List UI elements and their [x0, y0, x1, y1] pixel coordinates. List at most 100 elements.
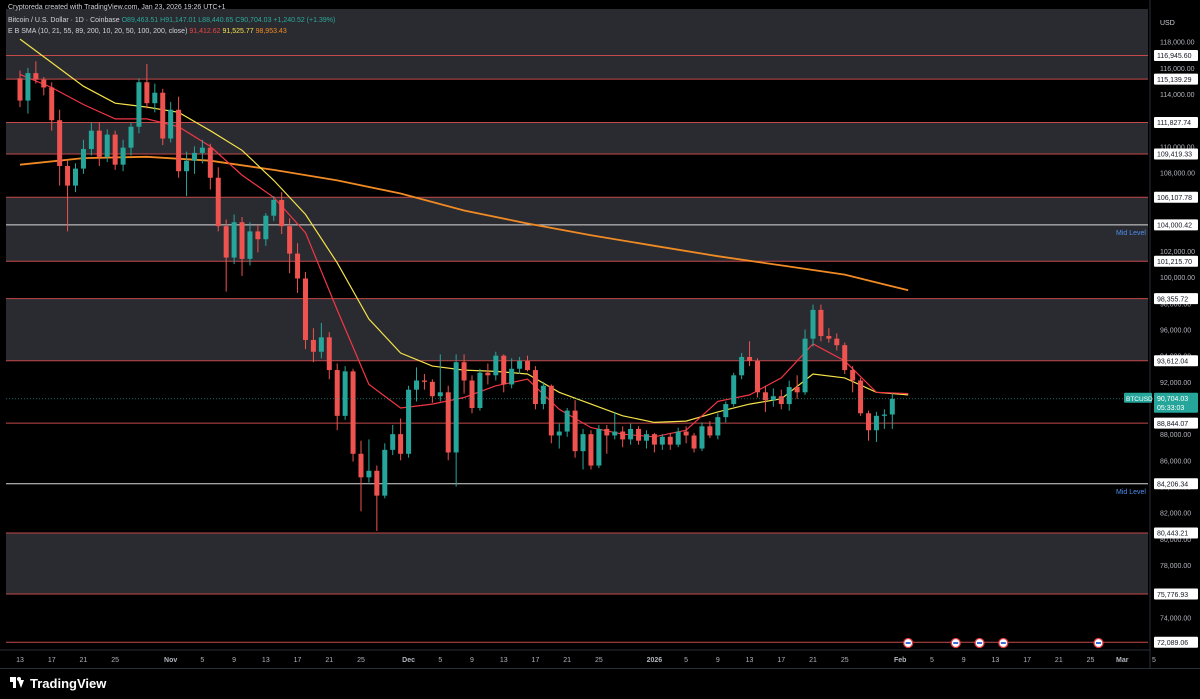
- chart-layers: Mid Level Mid Level USD 118,000.00 116,000.0…: [0, 0, 1200, 668]
- tradingview-logo[interactable]: TradingView: [10, 676, 106, 691]
- indicator-value-ema-yellow: 91,525.77: [222, 28, 254, 35]
- candle-body: [461, 362, 467, 381]
- price-axis: [1150, 0, 1200, 668]
- candle-body: [818, 309, 824, 337]
- time-tick-label: 21: [80, 657, 88, 664]
- candle-body: [850, 370, 856, 381]
- level-price-tag: 109,419.33: [1157, 152, 1192, 159]
- level-price-tag-bg: [1154, 49, 1198, 61]
- candle-body: [414, 380, 419, 390]
- candle-body: [643, 434, 649, 441]
- candle-body: [17, 78, 23, 101]
- price-tick-label: 82,000.00: [1160, 511, 1191, 518]
- level-price-tag: 88,844.07: [1157, 421, 1188, 428]
- ohlc-values: O89,463.51 H91,147.01 L88,440.65 C90,704…: [121, 17, 336, 24]
- price-tick-label: 116,000.00: [1160, 66, 1195, 73]
- candle-body: [199, 147, 205, 153]
- level-price-tag-bg: [1154, 191, 1198, 203]
- time-tick-label: 13: [16, 657, 24, 664]
- candle-body: [366, 470, 372, 478]
- time-tick-label: 13: [262, 657, 270, 664]
- time-tick-label: 25: [841, 657, 849, 664]
- symbol-tag: BTCUSD: [1126, 396, 1153, 403]
- symbol-name: Bitcoin / U.S. Dollar · 1D · Coinbase: [8, 17, 120, 24]
- candle-body: [770, 396, 776, 401]
- candle-body: [350, 371, 356, 454]
- candle-body: [215, 177, 221, 227]
- price-tick-label: 96,000.00: [1160, 328, 1191, 335]
- currency-label: USD: [1160, 20, 1175, 27]
- price-tick-label: 92,000.00: [1160, 380, 1191, 387]
- level-price-tag: 93,612.04: [1157, 358, 1188, 365]
- mid-level-price-tag-bg: [1154, 478, 1198, 490]
- candle-body: [41, 79, 47, 88]
- candle-body: [667, 436, 673, 445]
- candle-body: [152, 92, 158, 104]
- candle-body: [707, 426, 713, 436]
- candle-body: [287, 226, 293, 254]
- candle-body: [184, 160, 190, 172]
- level-price-tag: 116,945.60: [1157, 53, 1192, 60]
- time-tick-label: Nov: [164, 657, 177, 664]
- time-tick-label: 21: [563, 657, 571, 664]
- candle-body: [120, 147, 126, 165]
- candle-body: [834, 338, 840, 346]
- candle-body: [572, 410, 578, 452]
- candle-body: [754, 360, 760, 393]
- time-tick-label: 25: [1087, 657, 1095, 664]
- mid-level-tag: Mid Level: [1116, 489, 1146, 496]
- candle-body: [477, 372, 483, 408]
- time-tick-label: 13: [991, 657, 999, 664]
- candle-body: [191, 152, 197, 161]
- candle-body: [651, 434, 657, 445]
- level-price-tag-bg: [1154, 417, 1198, 429]
- time-tick-label: 17: [532, 657, 540, 664]
- time-tick-label: 9: [232, 657, 236, 664]
- candle-body: [866, 413, 872, 431]
- price-tick-label: 100,000.00: [1160, 275, 1195, 282]
- candle-body: [406, 389, 412, 454]
- indicator-name: E B SMA (10, 21, 55, 89, 200, 10, 20, 50…: [8, 28, 188, 35]
- ema-red-line: [19, 73, 909, 438]
- candle-body: [310, 339, 316, 352]
- zone-band: [6, 533, 1148, 595]
- indicator-legend[interactable]: E B SMA (10, 21, 55, 89, 200, 10, 20, 50…: [8, 28, 287, 35]
- candle-body: [390, 434, 396, 450]
- time-tick-label: 5: [1152, 657, 1156, 664]
- event-marker-flag: [1000, 642, 1006, 644]
- zone-band: [6, 298, 1148, 361]
- time-tick-label: 25: [595, 657, 603, 664]
- price-tick-label: 110,000.00: [1160, 144, 1195, 151]
- event-marker-flag: [953, 642, 959, 644]
- candle-body: [255, 231, 261, 240]
- candle-body: [168, 109, 174, 139]
- level-price-tag: 98,355.72: [1157, 296, 1188, 303]
- candle-body: [469, 380, 475, 408]
- event-marker-flag: [977, 642, 983, 644]
- candle-body: [88, 130, 94, 149]
- candle-body: [810, 309, 816, 339]
- time-tick-label: 5: [200, 657, 204, 664]
- candle-body: [596, 428, 602, 466]
- time-tick-label: 9: [962, 657, 966, 664]
- time-tick-label: 21: [1055, 657, 1063, 664]
- candle-body: [302, 278, 308, 340]
- candle-body: [485, 372, 491, 376]
- price-tick-label: 88,000.00: [1160, 432, 1191, 439]
- candle-body: [176, 109, 182, 172]
- indicator-value-sma-orange: 98,953.43: [255, 28, 287, 35]
- level-price-tag: 101,215.70: [1157, 259, 1192, 266]
- level-price-tag-bg: [1154, 255, 1198, 267]
- symbol-legend[interactable]: Bitcoin / U.S. Dollar · 1D · Coinbase O8…: [8, 17, 335, 24]
- level-price-tag: 115,139.29: [1157, 77, 1192, 84]
- tradingview-brand-text: TradingView: [30, 676, 107, 691]
- level-price-tag-bg: [1154, 148, 1198, 160]
- candle-body: [826, 336, 832, 339]
- candle-body: [794, 387, 800, 393]
- level-price-tag: 75,776.93: [1157, 592, 1188, 599]
- level-price-tag: 111,827.74: [1157, 120, 1191, 127]
- chart-credit: Cryptoreda created with TradingView.com,…: [8, 4, 226, 11]
- last-price-tag-bg: [1154, 392, 1198, 413]
- candle-body: [564, 410, 570, 432]
